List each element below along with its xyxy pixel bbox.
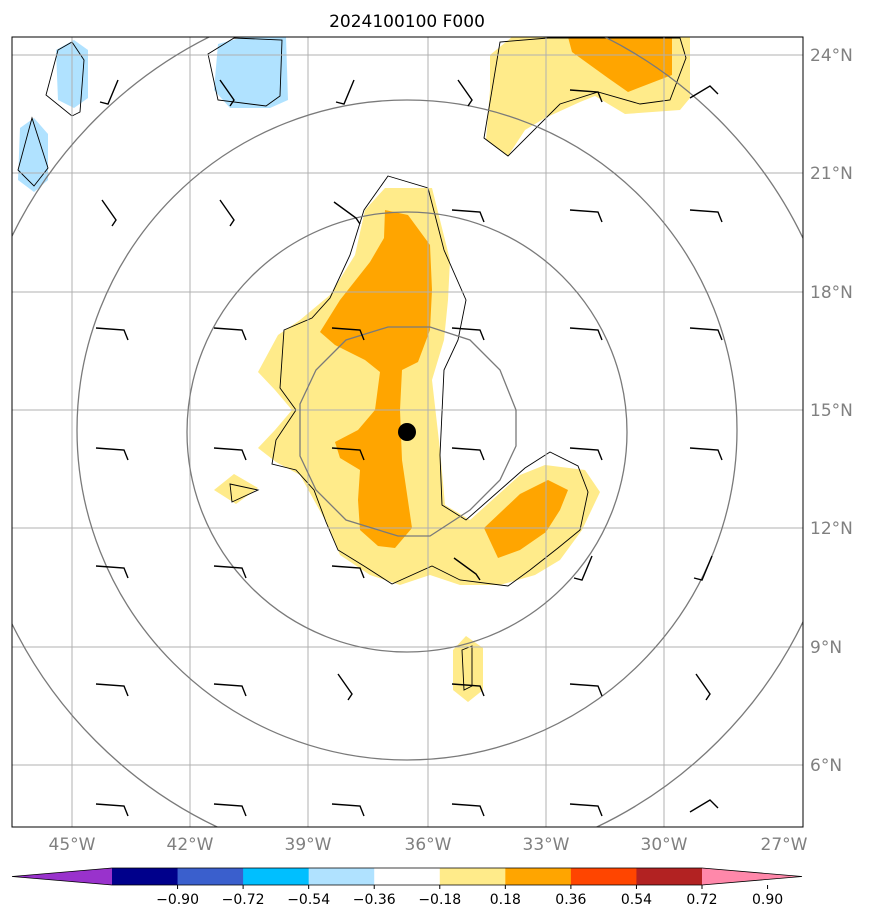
colorbar-segment: [439, 868, 506, 885]
wind-barb: [695, 673, 711, 701]
lon-label: 36°W: [405, 835, 452, 855]
lat-label: 9°N: [810, 638, 842, 658]
wind-barb: [331, 803, 365, 817]
colorbar-segment: [374, 868, 441, 885]
wind-barb: [689, 209, 723, 223]
wind-barb: [693, 555, 713, 581]
wind-barb: [569, 683, 603, 697]
colorbar-tick-label: 0.90: [752, 892, 783, 908]
lon-label: 33°W: [523, 835, 570, 855]
colorbar-tick-label: −0.72: [222, 892, 265, 908]
positive-shading-orange: [320, 37, 672, 558]
wind-barb: [333, 201, 361, 225]
lon-label: 27°W: [761, 835, 808, 855]
colorbar-tick-label: −0.54: [287, 892, 330, 908]
colorbar-extend-high: [702, 868, 802, 885]
wind-barb: [453, 557, 481, 581]
lon-label: 45°W: [49, 835, 96, 855]
colorbar-segment: [112, 868, 179, 885]
colorbar-tick-label: 0.36: [555, 892, 586, 908]
wind-barb: [219, 199, 235, 227]
wind-barb: [95, 327, 129, 341]
colorbar-tick-label: 0.54: [621, 892, 652, 908]
colorbar: −0.90 −0.72 −0.54 −0.36 −0.18 0.18 0.36 0.54 0.7…: [11, 867, 803, 908]
colorbar-tick-label: −0.36: [353, 892, 396, 908]
wind-barb: [95, 447, 129, 461]
wind-barb: [335, 79, 355, 105]
wind-barb: [95, 803, 129, 817]
wind-barb: [569, 89, 603, 103]
wind-barb: [451, 447, 485, 461]
colorbar-segment: [505, 868, 572, 885]
wind-barb: [569, 209, 603, 223]
wind-barb: [451, 803, 485, 817]
wind-barb: [213, 565, 247, 579]
range-circles: [12, 37, 803, 827]
wind-barb: [213, 803, 247, 817]
wind-barb: [337, 673, 353, 701]
wind-barb: [457, 79, 473, 107]
contour-lines: [17, 37, 687, 691]
lon-labels: 45°W 42°W 39°W 36°W 33°W 30°W 27°W: [49, 835, 808, 855]
lon-label: 39°W: [285, 835, 332, 855]
lon-label: 42°W: [167, 835, 214, 855]
negative-shading: [18, 37, 288, 192]
colorbar-tick-label: −0.90: [156, 892, 199, 908]
storm-center-marker: [398, 423, 416, 441]
gridlines: [12, 37, 803, 827]
lat-label: 24°N: [810, 46, 853, 66]
colorbar-tick-label: 0.18: [490, 892, 521, 908]
wind-barb: [213, 683, 247, 697]
wind-barb: [689, 799, 719, 813]
lat-labels: 24°N 21°N 18°N 15°N 12°N 9°N 6°N: [810, 46, 853, 776]
lat-label: 21°N: [810, 164, 853, 184]
wind-barb: [689, 447, 723, 461]
wind-barb: [331, 565, 365, 579]
wind-barb: [451, 683, 485, 697]
lat-label: 12°N: [810, 519, 853, 539]
wind-barb: [213, 447, 247, 461]
wind-barb: [689, 327, 723, 341]
wind-barb: [213, 327, 247, 341]
map-frame: [11, 36, 804, 828]
wind-barbs: [95, 79, 723, 817]
map-title: 2024100100 F000: [329, 12, 485, 32]
wind-barb: [331, 447, 365, 461]
colorbar-segment: [243, 868, 310, 885]
wind-barb: [219, 79, 235, 107]
colorbar-segment: [308, 868, 375, 885]
wind-barb: [99, 79, 119, 105]
lon-label: 30°W: [641, 835, 688, 855]
wind-barb: [569, 327, 603, 341]
colorbar-segment: [177, 868, 244, 885]
map-area: [12, 37, 803, 827]
wind-barb: [95, 565, 129, 579]
wind-barb: [331, 327, 365, 341]
wind-barb: [689, 85, 719, 99]
wind-barb: [451, 209, 485, 223]
lat-label: 6°N: [810, 756, 842, 776]
wind-barb: [101, 199, 117, 227]
wind-barb: [451, 327, 485, 341]
wind-barb: [569, 803, 603, 817]
wind-barb: [95, 683, 129, 697]
colorbar-segment: [570, 868, 637, 885]
wind-barb: [569, 447, 603, 461]
colorbar-segment: [636, 868, 703, 885]
wind-barb: [573, 555, 593, 581]
colorbar-tick-label: 0.72: [686, 892, 717, 908]
colorbar-extend-low: [12, 868, 112, 885]
lat-label: 18°N: [810, 283, 853, 303]
lat-label: 15°N: [810, 401, 853, 421]
colorbar-outline: [11, 867, 803, 886]
colorbar-tick-label: −0.18: [418, 892, 461, 908]
